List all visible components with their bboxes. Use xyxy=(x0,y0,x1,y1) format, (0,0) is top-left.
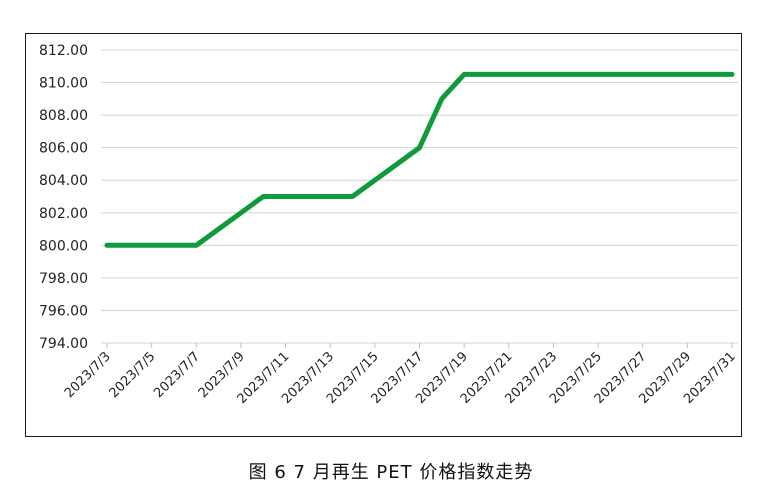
y-tick-label: 804.00 xyxy=(39,173,88,189)
x-tick-label: 2023/7/7 xyxy=(151,349,203,401)
y-tick-label: 810.00 xyxy=(39,76,88,92)
y-tick-label: 802.00 xyxy=(39,206,88,222)
line-chart: 812.00 810.00 808.00 806.00 804.00 802.00 800.… xyxy=(39,43,739,407)
y-tick-label: 806.00 xyxy=(39,141,88,157)
y-tick-label: 794.00 xyxy=(39,336,88,352)
series-layer xyxy=(104,71,735,248)
gridlines xyxy=(101,49,738,344)
y-tick-label: 808.00 xyxy=(39,108,88,124)
y-tick-label: 800.00 xyxy=(39,238,88,254)
y-tick-label: 798.00 xyxy=(39,271,88,287)
x-tick-label: 2023/7/5 xyxy=(107,349,159,401)
series-line-0 xyxy=(104,71,735,248)
y-tick-label: 796.00 xyxy=(39,303,88,319)
y-axis-ticks: 812.00 810.00 808.00 806.00 804.00 802.00 800.… xyxy=(39,43,88,352)
y-tick-label: 812.00 xyxy=(39,43,88,59)
x-tick-label: 2023/7/3 xyxy=(62,349,114,401)
x-axis-ticks: 2023/7/32023/7/52023/7/72023/7/92023/7/1… xyxy=(62,343,739,407)
figure-caption: 图 6 7 月再生 PET 价格指数走势 xyxy=(248,462,534,483)
chart-frame: 812.00 810.00 808.00 806.00 804.00 802.00 800.… xyxy=(25,33,742,437)
